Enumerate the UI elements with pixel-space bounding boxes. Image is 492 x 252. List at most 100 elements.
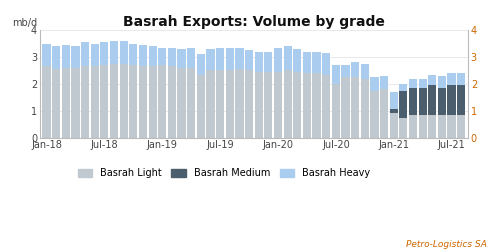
Bar xyxy=(235,48,244,69)
Bar xyxy=(448,115,456,138)
Bar xyxy=(428,75,436,85)
Bar xyxy=(129,44,137,65)
Bar xyxy=(216,71,224,138)
Bar xyxy=(42,44,51,67)
Bar xyxy=(322,53,330,75)
Bar xyxy=(120,41,128,64)
Bar xyxy=(52,69,61,138)
Bar xyxy=(409,115,417,138)
Bar xyxy=(81,67,89,138)
Bar xyxy=(457,85,465,115)
Bar xyxy=(110,64,118,138)
Bar xyxy=(409,88,417,115)
Bar xyxy=(341,77,350,138)
Bar xyxy=(139,45,147,67)
Bar xyxy=(438,115,446,138)
Bar xyxy=(168,67,176,138)
Bar xyxy=(42,67,51,138)
Bar xyxy=(187,48,195,68)
Bar xyxy=(380,89,388,138)
Bar xyxy=(158,65,166,138)
Bar xyxy=(254,72,263,138)
Bar xyxy=(303,73,311,138)
Bar xyxy=(283,71,292,138)
Bar xyxy=(226,71,234,138)
Bar xyxy=(312,73,321,138)
Bar xyxy=(457,115,465,138)
Bar xyxy=(283,46,292,71)
Bar xyxy=(322,75,330,138)
Bar xyxy=(149,67,157,138)
Bar xyxy=(303,52,311,73)
Bar xyxy=(409,79,417,88)
Bar xyxy=(129,65,137,138)
Bar xyxy=(274,72,282,138)
Text: mb/d: mb/d xyxy=(12,18,37,28)
Bar xyxy=(120,64,128,138)
Bar xyxy=(100,65,109,138)
Bar xyxy=(91,44,99,67)
Bar xyxy=(149,46,157,67)
Bar xyxy=(158,48,166,65)
Bar xyxy=(197,54,205,75)
Bar xyxy=(187,68,195,138)
Bar xyxy=(390,113,398,138)
Bar xyxy=(419,79,427,88)
Bar xyxy=(197,75,205,138)
Bar xyxy=(400,84,407,91)
Bar xyxy=(206,49,215,71)
Bar xyxy=(390,92,398,109)
Bar xyxy=(361,79,369,138)
Bar xyxy=(419,88,427,115)
Bar xyxy=(448,73,456,85)
Bar xyxy=(216,48,224,71)
Bar xyxy=(351,77,359,138)
Bar xyxy=(62,45,70,68)
Bar xyxy=(81,42,89,67)
Bar xyxy=(341,65,350,77)
Bar xyxy=(178,49,185,68)
Bar xyxy=(351,62,359,77)
Bar xyxy=(448,85,456,115)
Legend: Basrah Light, Basrah Medium, Basrah Heavy: Basrah Light, Basrah Medium, Basrah Heav… xyxy=(78,168,370,178)
Bar xyxy=(52,46,61,69)
Bar xyxy=(274,48,282,72)
Bar xyxy=(428,85,436,115)
Bar xyxy=(71,68,80,138)
Bar xyxy=(168,48,176,67)
Bar xyxy=(390,109,398,113)
Bar xyxy=(419,115,427,138)
Bar xyxy=(226,48,234,71)
Bar xyxy=(206,71,215,138)
Bar xyxy=(438,76,446,88)
Bar xyxy=(438,88,446,115)
Bar xyxy=(370,91,378,138)
Text: Petro-Logistics SA: Petro-Logistics SA xyxy=(406,240,487,249)
Bar xyxy=(100,42,109,65)
Bar xyxy=(91,67,99,138)
Bar xyxy=(254,52,263,72)
Bar xyxy=(71,46,80,68)
Bar xyxy=(332,65,340,84)
Bar xyxy=(332,84,340,138)
Title: Basrah Exports: Volume by grade: Basrah Exports: Volume by grade xyxy=(123,15,385,29)
Bar xyxy=(235,69,244,138)
Bar xyxy=(400,91,407,117)
Bar xyxy=(245,50,253,71)
Bar xyxy=(293,49,302,72)
Bar xyxy=(110,41,118,64)
Bar xyxy=(457,73,465,85)
Bar xyxy=(245,71,253,138)
Bar xyxy=(428,115,436,138)
Bar xyxy=(361,64,369,79)
Bar xyxy=(62,68,70,138)
Bar xyxy=(293,72,302,138)
Bar xyxy=(380,76,388,89)
Bar xyxy=(312,52,321,73)
Bar xyxy=(264,72,273,138)
Bar xyxy=(178,68,185,138)
Bar xyxy=(370,77,378,91)
Bar xyxy=(400,117,407,138)
Bar xyxy=(139,67,147,138)
Bar xyxy=(264,52,273,72)
